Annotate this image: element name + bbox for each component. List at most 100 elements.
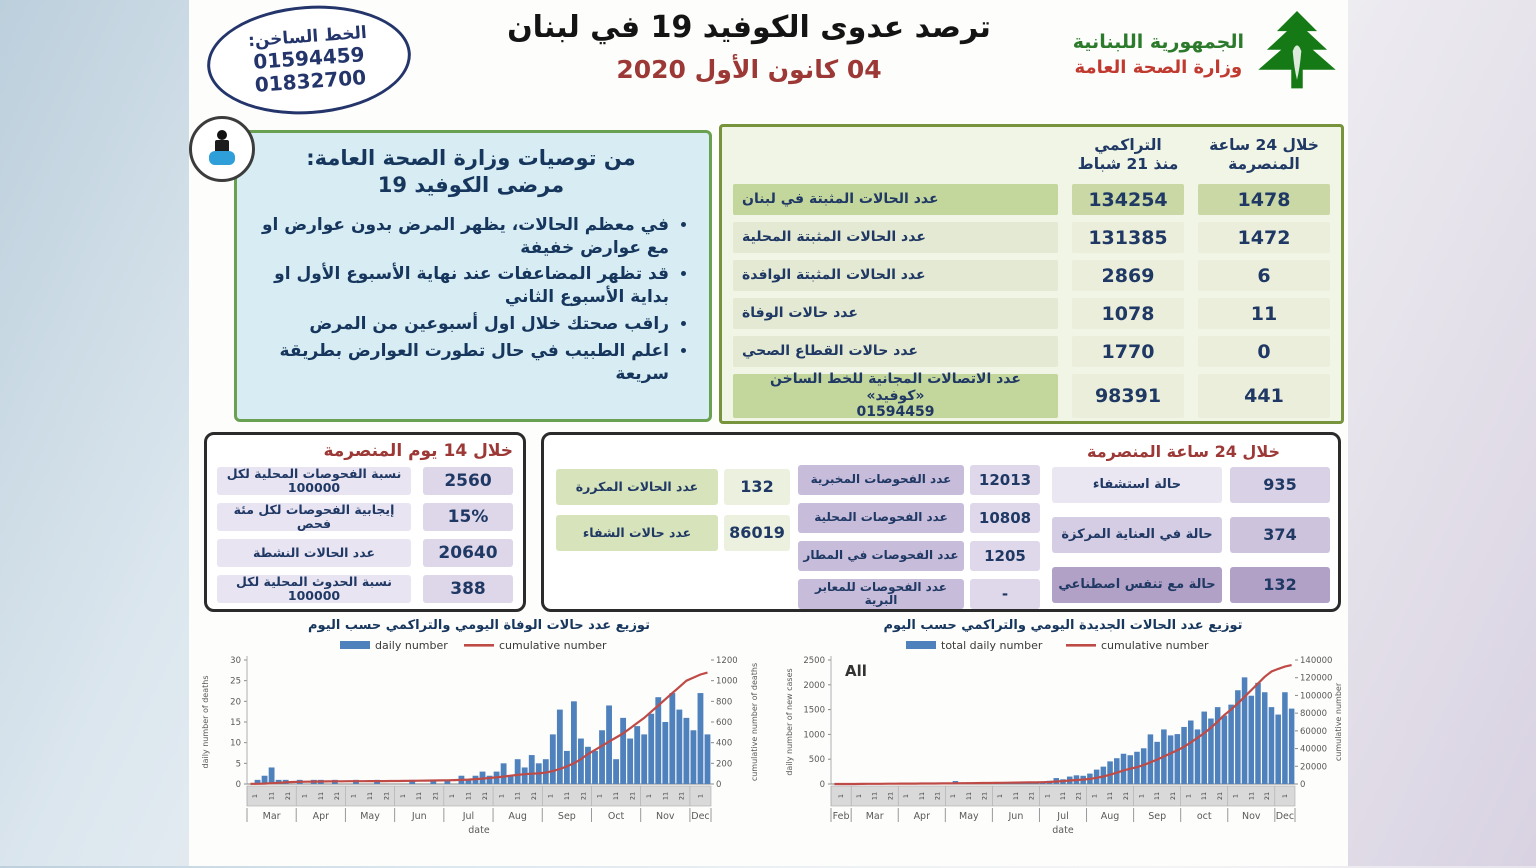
deaths-chart: توزيع عدد حالات الوفاة اليومي والتراكمي … bbox=[197, 614, 763, 864]
daily-bar bbox=[269, 767, 275, 784]
hotline-number-2: 01832700 bbox=[254, 66, 367, 97]
daily-bar bbox=[550, 734, 556, 784]
col-24h-line2: المنصرمة bbox=[1198, 155, 1330, 174]
14d-row-label: إيجابية الفحوصات لكل مئة فحص bbox=[217, 503, 411, 531]
day-tick-label: 1 bbox=[300, 794, 308, 798]
y-left-tick-label: 25 bbox=[230, 677, 241, 687]
month-label: Nov bbox=[656, 811, 675, 822]
y-right-tick-label: 0 bbox=[1300, 780, 1305, 790]
y-left-axis-label: daily number of deaths bbox=[201, 676, 210, 769]
day-tick-label: 11 bbox=[366, 792, 374, 800]
y-right-tick-label: 400 bbox=[716, 739, 732, 749]
daily-bar bbox=[1175, 734, 1181, 784]
x-axis-label: date bbox=[468, 825, 490, 836]
day-tick-label: 11 bbox=[1153, 792, 1161, 800]
day-tick-label: 21 bbox=[481, 792, 489, 800]
table-row-label: عدد الحالات المثبتة في لبنان bbox=[733, 184, 1058, 215]
chart-canvas: توزيع عدد حالات الوفاة اليومي والتراكمي … bbox=[197, 614, 763, 864]
recommendation-item-4: اعلم الطبيب في حال تطورت العوارض بطريقة … bbox=[251, 340, 669, 386]
y-left-tick-label: 20 bbox=[230, 697, 241, 707]
tests-row-label: عدد الفحوصات للمعابر البرية bbox=[798, 579, 964, 609]
daily-bar bbox=[522, 767, 528, 784]
legend-line-swatch bbox=[464, 644, 494, 647]
y-left-tick-label: 10 bbox=[230, 739, 241, 749]
month-label: Jul bbox=[462, 811, 474, 822]
col-cumulative-line1: التراكمي bbox=[1072, 136, 1184, 155]
y-right-tick-label: 80000 bbox=[1300, 709, 1327, 719]
table-row-24h-value: 441 bbox=[1198, 374, 1330, 418]
recommendation-item-3: راقب صحتك خلال اول أسبوعين من المرض bbox=[251, 313, 669, 336]
recommendations-title-line2: مرضى الكوفيد 19 bbox=[378, 173, 564, 197]
day-tick-label: 1 bbox=[996, 794, 1004, 798]
14d-row-value: 20640 bbox=[423, 539, 513, 567]
ministry-name: الجمهورية اللبنانية وزارة الصحة العامة bbox=[1073, 31, 1244, 78]
day-tick-label: 1 bbox=[902, 794, 910, 798]
daily-bar bbox=[515, 759, 521, 784]
day-tick-label: 11 bbox=[661, 792, 669, 800]
ministry-line1: الجمهورية اللبنانية bbox=[1073, 31, 1244, 53]
hospital-row-label: حالة استشفاء bbox=[1052, 467, 1222, 503]
day-tick-label: 1 bbox=[645, 794, 653, 798]
day-tick-label: 21 bbox=[579, 792, 587, 800]
legend-label: cumulative number bbox=[1101, 639, 1209, 652]
report-title: ترصد عدوى الكوفيد 19 في لبنان bbox=[469, 10, 1029, 45]
day-tick-label: 11 bbox=[464, 792, 472, 800]
y-right-tick-label: 1000 bbox=[716, 677, 738, 687]
day-tick-label: 1 bbox=[497, 794, 505, 798]
daily-bar bbox=[1181, 727, 1187, 784]
new-cases-chart: توزيع عدد الحالات الجديدة اليومي والتراك… bbox=[781, 614, 1347, 864]
month-label: Nov bbox=[1242, 811, 1261, 822]
day-tick-label: 21 bbox=[382, 792, 390, 800]
repeated-recovered-value: 132 bbox=[724, 469, 790, 505]
tests-row-value: - bbox=[970, 579, 1040, 609]
14d-row-label: نسبة الحدوث المحلية لكل 100000 bbox=[217, 575, 411, 603]
y-right-tick-label: 120000 bbox=[1300, 674, 1332, 684]
day-tick-label: 11 bbox=[965, 792, 973, 800]
daily-bar bbox=[1262, 692, 1268, 784]
tests-row-label: عدد الفحوصات المحلية bbox=[798, 503, 964, 533]
daily-bar bbox=[627, 739, 633, 784]
y-left-tick-label: 30 bbox=[230, 656, 241, 666]
day-tick-label: 21 bbox=[333, 792, 341, 800]
daily-bar bbox=[1148, 734, 1154, 784]
day-tick-label: 21 bbox=[1122, 792, 1130, 800]
daily-bar bbox=[1228, 705, 1234, 784]
month-label: Mar bbox=[263, 811, 281, 822]
hotline-badge: الخط الساخن: 01594459 01832700 bbox=[203, 0, 414, 121]
daily-bar bbox=[1249, 696, 1255, 784]
report-header: ترصد عدوى الكوفيد 19 في لبنان 04 كانون ا… bbox=[469, 10, 1029, 84]
daily-bar bbox=[691, 730, 697, 784]
day-tick-label: 1 bbox=[546, 794, 554, 798]
y-left-tick-label: 0 bbox=[236, 780, 241, 790]
y-left-axis-label: daily number of new cases bbox=[785, 668, 794, 775]
daily-bar bbox=[592, 751, 598, 784]
last-24-hours-title: خلال 24 ساعة المنصرمة bbox=[1087, 442, 1280, 461]
daily-bar bbox=[1168, 735, 1174, 784]
day-tick-label: 21 bbox=[284, 792, 292, 800]
month-label: Oct bbox=[608, 811, 625, 822]
y-left-tick-label: 500 bbox=[809, 755, 825, 765]
day-tick-label: 1 bbox=[596, 794, 604, 798]
daily-bar bbox=[705, 734, 711, 784]
day-tick-label: 21 bbox=[530, 792, 538, 800]
y-right-tick-label: 1200 bbox=[716, 656, 738, 666]
14d-row-value: 388 bbox=[423, 575, 513, 603]
month-label: Dec bbox=[1276, 811, 1294, 822]
repeated-recovered-value: 86019 bbox=[724, 515, 790, 551]
daily-bar bbox=[634, 726, 640, 784]
day-tick-label: 11 bbox=[612, 792, 620, 800]
table-row-24h-value: 0 bbox=[1198, 336, 1330, 367]
hospital-row-label: حالة مع تنفس اصطناعي bbox=[1052, 567, 1222, 603]
day-tick-label: 21 bbox=[432, 792, 440, 800]
report-page: الخط الساخن: 01594459 01832700 ترصد عدوى… bbox=[189, 0, 1348, 866]
legend-line-swatch bbox=[1066, 644, 1096, 647]
day-tick-label: 1 bbox=[949, 794, 957, 798]
month-label: Apr bbox=[914, 811, 931, 822]
table-row-cumulative-value: 1078 bbox=[1072, 298, 1184, 329]
day-tick-label: 11 bbox=[415, 792, 423, 800]
month-label: Aug bbox=[508, 811, 527, 822]
14d-row-value: 15% bbox=[423, 503, 513, 531]
y-right-tick-label: 100000 bbox=[1300, 691, 1332, 701]
recommendations-title: من توصيات وزارة الصحة العامة: مرضى الكوف… bbox=[251, 145, 691, 200]
hospital-row-value: 374 bbox=[1230, 517, 1330, 553]
